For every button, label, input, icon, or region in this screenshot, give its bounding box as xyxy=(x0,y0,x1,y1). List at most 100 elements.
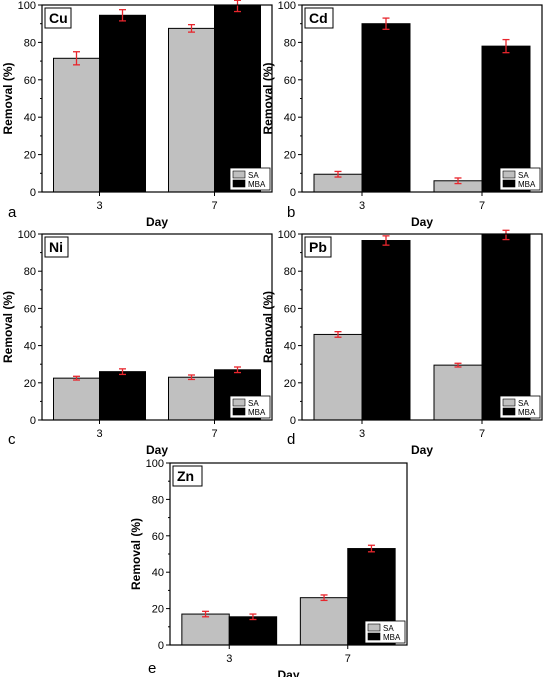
error-bar-mba-day-7 xyxy=(234,0,241,13)
error-bar-mba-day-7 xyxy=(234,366,241,374)
error-bar-sa-day-3 xyxy=(73,375,80,381)
bar-mba-day-3 xyxy=(361,240,411,421)
bar-sa-day-3 xyxy=(53,377,100,421)
y-tick-label: 0 xyxy=(158,640,164,652)
error-bar-sa-day-3 xyxy=(334,330,342,338)
legend-label-sa: SA xyxy=(383,624,394,633)
element-label: Cu xyxy=(49,10,68,26)
legend-label-mba: MBA xyxy=(383,633,401,642)
legend-swatch-mba xyxy=(232,407,246,416)
error-bar-mba-day-3 xyxy=(119,368,126,376)
element-label: Cd xyxy=(309,10,328,26)
bar-sa-day-7 xyxy=(168,27,215,193)
x-tick-label: 3 xyxy=(359,428,365,440)
y-tick-label: 80 xyxy=(152,494,164,506)
bar-sa-day-3 xyxy=(313,333,363,421)
y-tick-label: 0 xyxy=(30,415,36,427)
x-axis-label: Day xyxy=(411,215,433,229)
element-label: Pb xyxy=(309,239,327,255)
x-tick-label: 3 xyxy=(359,200,365,212)
y-tick-label: 100 xyxy=(18,0,36,12)
legend-label-sa: SA xyxy=(248,171,259,180)
element-label-box xyxy=(44,236,69,258)
legend-swatch-mba xyxy=(367,632,381,641)
error-bar-mba-day-3 xyxy=(249,613,257,621)
bar-sa-day-3 xyxy=(53,57,100,193)
y-tick-label: 100 xyxy=(18,229,36,241)
bar-sa-day-7 xyxy=(168,376,215,421)
y-tick-label: 60 xyxy=(24,303,36,315)
y-tick-label: 20 xyxy=(24,378,36,390)
error-bar-mba-day-3 xyxy=(382,235,390,246)
y-axis-label: Removal (%) xyxy=(1,62,15,134)
legend-label-sa: SA xyxy=(248,399,259,408)
y-tick-label: 60 xyxy=(24,75,36,87)
legend-swatch-sa xyxy=(232,398,246,407)
x-tick-label: 7 xyxy=(479,200,485,212)
legend-swatch-mba xyxy=(502,179,516,188)
error-bar-sa-day-3 xyxy=(334,170,342,178)
y-tick-label: 60 xyxy=(152,531,164,543)
bar-mba-day-3 xyxy=(361,23,411,193)
bar-sa-day-7 xyxy=(299,597,349,646)
y-tick-label: 40 xyxy=(24,112,36,124)
element-label-box xyxy=(304,7,334,29)
x-tick-label: 7 xyxy=(345,653,351,665)
legend-swatch-sa xyxy=(232,170,246,179)
bar-mba-day-3 xyxy=(228,616,278,646)
element-label-box xyxy=(172,465,203,487)
y-tick-label: 100 xyxy=(146,458,164,470)
y-tick-label: 80 xyxy=(24,37,36,49)
element-label: Ni xyxy=(49,239,63,255)
legend-label-sa: SA xyxy=(518,171,529,180)
error-bar-mba-day-3 xyxy=(382,17,390,30)
panel-letter: d xyxy=(287,431,295,448)
bar-mba-day-3 xyxy=(99,14,146,193)
legend-swatch-sa xyxy=(367,623,381,632)
legend-swatch-sa xyxy=(502,170,516,179)
y-tick-label: 0 xyxy=(290,187,296,199)
bar-mba-day-7 xyxy=(481,234,531,421)
x-tick-label: 3 xyxy=(96,200,102,212)
legend-label-mba: MBA xyxy=(248,180,266,189)
y-tick-label: 40 xyxy=(284,341,296,353)
y-tick-label: 40 xyxy=(24,341,36,353)
panel-letter: a xyxy=(8,204,17,221)
element-label: Zn xyxy=(177,468,194,484)
legend-label-mba: MBA xyxy=(248,408,266,417)
legend-label-mba: MBA xyxy=(518,408,536,417)
bar-mba-day-7 xyxy=(214,5,261,193)
legend-swatch-mba xyxy=(502,407,516,416)
panel-letter: e xyxy=(148,660,156,677)
x-tick-label: 3 xyxy=(226,653,232,665)
legend-label-mba: MBA xyxy=(518,180,536,189)
error-bar-mba-day-7 xyxy=(502,38,510,54)
y-axis-label: Removal (%) xyxy=(261,62,275,134)
element-label-box xyxy=(304,236,332,258)
error-bar-sa-day-7 xyxy=(188,23,195,33)
legend-swatch-sa xyxy=(502,398,516,407)
x-axis-label: Day xyxy=(146,443,168,457)
error-bar-mba-day-7 xyxy=(367,544,375,553)
y-tick-label: 0 xyxy=(290,415,296,427)
bar-sa-day-7 xyxy=(433,364,483,421)
y-tick-label: 100 xyxy=(278,229,296,241)
y-axis-label: Removal (%) xyxy=(261,291,275,363)
x-tick-label: 7 xyxy=(211,428,217,440)
bar-sa-day-3 xyxy=(181,613,230,646)
error-bar-mba-day-7 xyxy=(502,229,510,241)
y-tick-label: 20 xyxy=(284,150,296,162)
y-axis-label: Removal (%) xyxy=(1,291,15,363)
x-tick-label: 3 xyxy=(96,428,102,440)
element-label-box xyxy=(44,7,72,29)
legend-label-sa: SA xyxy=(518,399,529,408)
